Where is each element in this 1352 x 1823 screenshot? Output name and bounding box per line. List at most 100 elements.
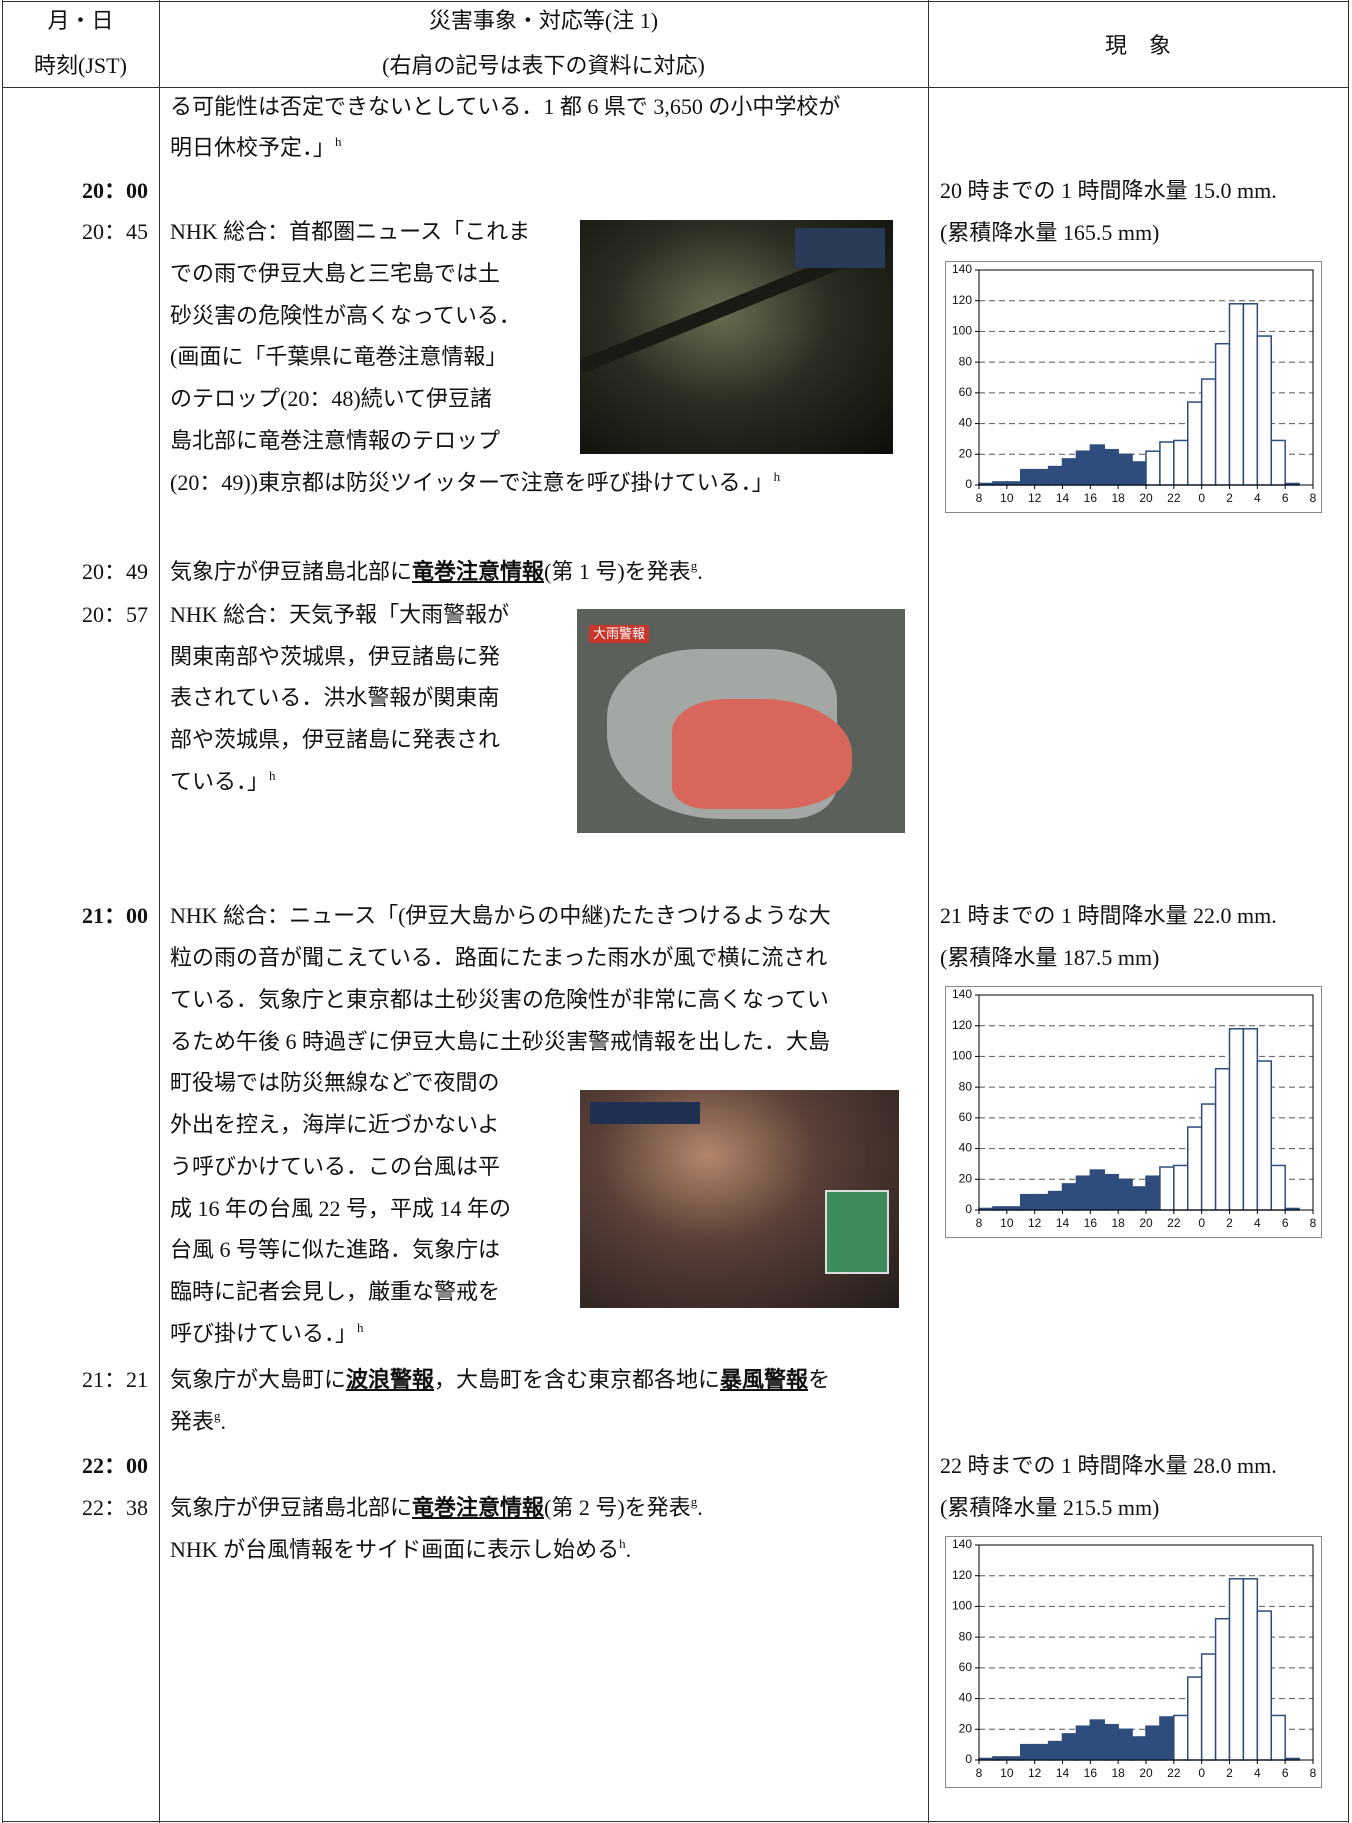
source-mark: h	[269, 767, 276, 783]
time: 20：49	[81, 558, 148, 584]
bar	[1061, 458, 1078, 486]
text: 明日休校予定．」	[170, 135, 336, 161]
text-line: 島北部に竜巻注意情報のテロップ	[170, 427, 500, 455]
text-line: 砂災害の危険性が高くなっている．	[170, 302, 521, 330]
phenomenon-text: 22 時までの 1 時間降水量 28.0 mm.	[940, 1453, 1277, 1479]
bar	[1131, 461, 1147, 486]
text: 粒の雨の音が聞こえている．路面にたまった雨水が風で横に流され	[170, 945, 828, 971]
x-tick-label: 4	[1254, 491, 1261, 505]
bar	[1047, 465, 1064, 486]
bar	[1270, 1164, 1286, 1211]
x-tick-label: 22	[1167, 491, 1181, 505]
bar	[1228, 302, 1245, 486]
text-line: ている．」h	[170, 768, 276, 796]
chart: 0 20 40 60 80 100 120 140 8 10 12 14 16 18 20 22 0 2 4 6 8	[945, 1535, 1322, 1788]
x-tick-label: 20	[1139, 1216, 1153, 1230]
phenomenon-text: 20 時までの 1 時間降水量 15.0 mm.	[940, 178, 1277, 204]
text-line: 明日休校予定．」h	[170, 134, 342, 162]
border	[2, 87, 1349, 88]
x-tick-label: 2	[1226, 1216, 1233, 1230]
text-line: 呼び掛けている．」h	[170, 1320, 364, 1348]
header-text: 現 象	[1104, 33, 1171, 58]
text: 気象庁が伊豆諸島北部に	[170, 1495, 413, 1520]
bar	[1089, 1169, 1105, 1211]
text: .	[625, 1536, 632, 1562]
text: (第 2 号)を発表	[544, 1495, 691, 1520]
text: 台風 6 号等に似た進路．気象庁は	[170, 1237, 501, 1263]
news-photo	[580, 220, 893, 454]
map-warning-area	[672, 699, 852, 809]
y-tick-label: 140	[952, 1537, 972, 1551]
x-tick-label: 12	[1028, 1766, 1042, 1780]
bar	[1103, 1723, 1119, 1761]
y-tick-label: 20	[959, 446, 973, 460]
text-line: る可能性は否定できないとしている．1 都 6 県で 3,650 の小中学校が	[170, 93, 840, 121]
y-tick-label: 40	[959, 1690, 973, 1704]
border	[2, 0, 3, 1823]
bar	[1256, 1610, 1273, 1761]
y-tick-label: 0	[965, 477, 972, 491]
text-line: NHK 総合：ニュース「(伊豆大島からの中継)たたきつけるような大	[170, 902, 831, 930]
bar	[1061, 1183, 1078, 1211]
text-line: 気象庁が伊豆諸島北部に竜巻注意情報(第 1 号)を発表g.	[170, 558, 703, 586]
bar	[1047, 1740, 1064, 1761]
text: ている．」	[170, 768, 270, 794]
bar	[1047, 1190, 1064, 1211]
text: 砂災害の危険性が高くなっている．	[170, 302, 521, 328]
text-line: ている．気象庁と東京都は土砂災害の危険性が非常に高くなってい	[170, 986, 829, 1014]
map-image: 大雨警報	[577, 609, 905, 833]
time: 20：45	[81, 219, 148, 244]
x-tick-label: 4	[1254, 1216, 1261, 1230]
y-tick-label: 20	[959, 1721, 973, 1735]
bar	[1145, 1175, 1161, 1211]
bar	[1187, 1676, 1203, 1761]
y-tick-label: 60	[959, 385, 973, 399]
bar	[1020, 1743, 1036, 1761]
text-line: 気象庁が大島町に波浪警報，大島町を含む東京都各地に暴風警報を	[170, 1366, 830, 1394]
bar	[1089, 444, 1105, 486]
map-label: 大雨警報	[589, 625, 650, 643]
y-tick-label: 0	[965, 1752, 972, 1766]
x-tick-label: 18	[1111, 1766, 1125, 1780]
bar	[1020, 1193, 1036, 1211]
text: を	[808, 1367, 831, 1393]
text-line: での雨で伊豆大島と三宅島では土	[170, 260, 500, 288]
photo-inset	[825, 1190, 889, 1274]
y-tick-label: 120	[952, 293, 972, 307]
photo-caption	[795, 228, 885, 268]
text: 関東南部や茨城県，伊豆諸島に発	[170, 643, 501, 669]
y-tick-label: 40	[959, 1141, 973, 1155]
bar	[1089, 1719, 1105, 1761]
bar	[1270, 1714, 1286, 1761]
bar	[1103, 1173, 1119, 1211]
border	[2, 1821, 1349, 1822]
text: るため午後 6 時過ぎに伊豆大島に土砂災害警戒情報を出した．大島	[170, 1028, 831, 1054]
text: での雨で伊豆大島と三宅島では土	[170, 260, 501, 286]
text: (20：49))東京都は防災ツイッターで注意を呼び掛けている．」	[170, 469, 774, 495]
bar	[1117, 453, 1133, 486]
text: 町役場では防災無線などで夜間の	[170, 1070, 500, 1096]
text: 成 16 年の台風 22 号，平成 14 年の	[170, 1195, 512, 1221]
bar	[1159, 441, 1175, 486]
bar	[1214, 1067, 1231, 1211]
bar	[1075, 1725, 1092, 1761]
text: 呼び掛けている．」	[170, 1321, 358, 1346]
x-tick-label: 6	[1282, 1766, 1289, 1780]
text: 外出を控え，海岸に近づかないよ	[170, 1112, 500, 1138]
y-tick-label: 120	[952, 1018, 972, 1032]
bar	[1187, 401, 1203, 486]
text-line: 臨時に記者会見し，厳重な警戒を	[170, 1278, 500, 1306]
source-mark: g	[214, 1408, 221, 1424]
bar	[1256, 1060, 1273, 1211]
x-tick-label: 8	[976, 1766, 983, 1780]
x-tick-label: 6	[1282, 491, 1289, 505]
y-tick-label: 100	[952, 324, 972, 338]
text-line: 発表g.	[170, 1408, 226, 1436]
bar	[1187, 1126, 1203, 1211]
phenomenon-text: (累積降水量 215.5 mm)	[940, 1495, 1160, 1520]
x-tick-label: 10	[1000, 1216, 1014, 1230]
text: 表されている．洪水警報が関東南	[170, 685, 500, 711]
x-tick-label: 0	[1198, 1216, 1205, 1230]
phenomenon-text: (累積降水量 187.5 mm)	[940, 945, 1160, 971]
